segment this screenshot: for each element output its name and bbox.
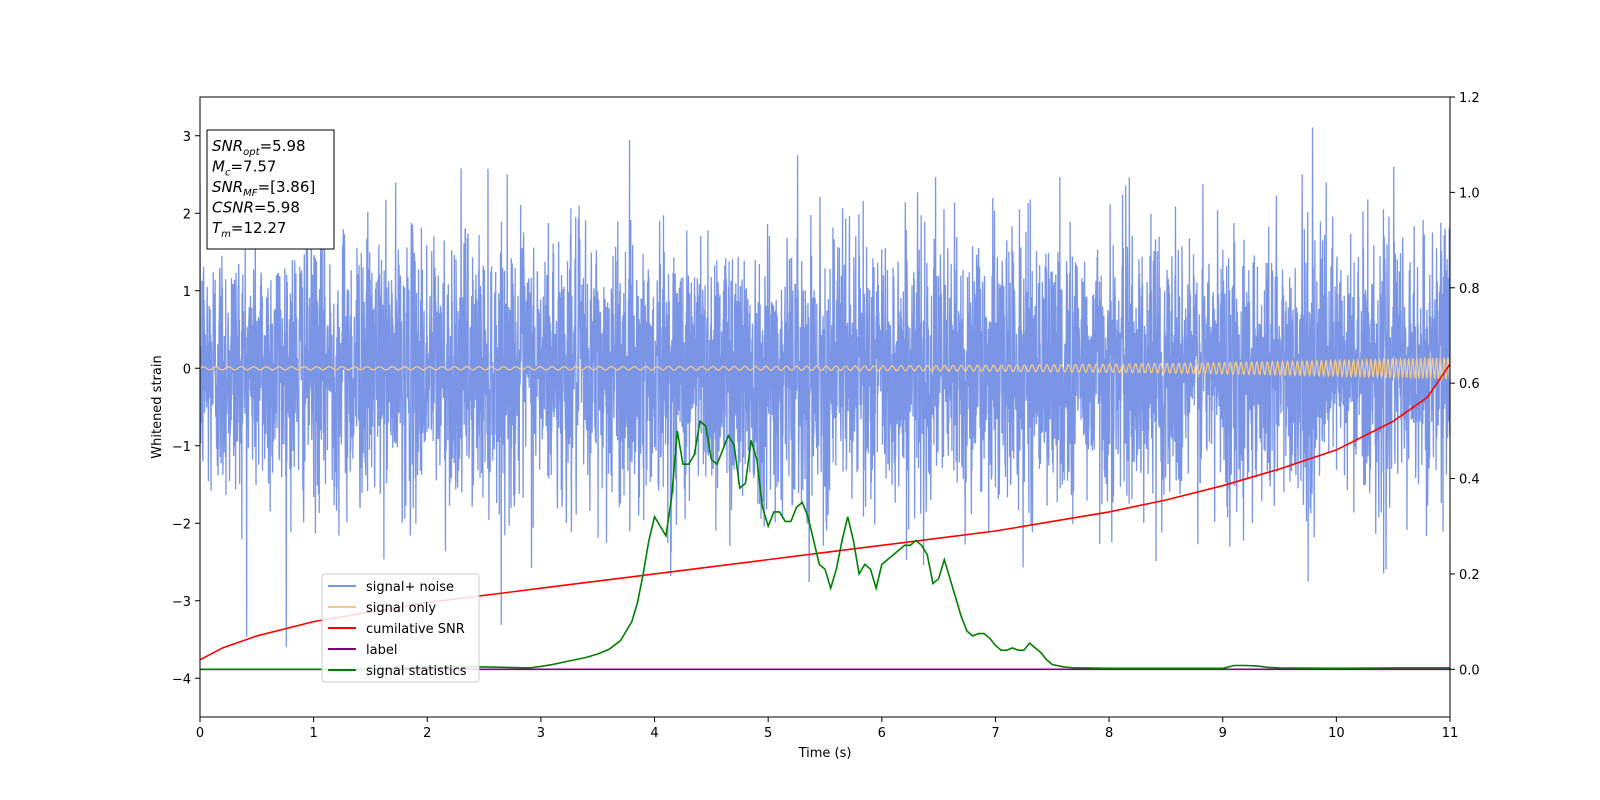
y2-tick-label: 0.2 xyxy=(1459,568,1480,583)
x-tick-label: 2 xyxy=(423,726,431,741)
series-line-signal-statistics xyxy=(200,419,1450,671)
y-axis-left: 3 2 1 0 −1 −2 −3 −4 xyxy=(172,130,200,687)
legend-frame xyxy=(321,573,480,683)
y2-tick-label: 0.4 xyxy=(1459,473,1480,488)
x-tick-label: 11 xyxy=(1442,726,1459,741)
info-line: CSNR=5.98 xyxy=(212,199,300,217)
x-tick-label: 9 xyxy=(1219,726,1227,741)
x-tick-label: 1 xyxy=(309,726,317,741)
y-axis-right: 1.2 1.0 0.8 0.6 0.4 0.2 0.0 xyxy=(1450,91,1480,678)
info-line: Tm=12.27 xyxy=(212,219,286,240)
x-tick-label: 0 xyxy=(196,726,204,741)
axes-frame xyxy=(199,96,1451,718)
y-axis-label: Whitened strain xyxy=(150,355,165,458)
y-tick-label: 2 xyxy=(183,207,191,222)
y2-tick-label: 0.0 xyxy=(1459,663,1480,678)
info-box-frame xyxy=(206,129,335,250)
legend-label: signal statistics xyxy=(366,664,467,679)
y-tick-label: −2 xyxy=(172,517,191,532)
info-line: SNRopt=5.98 xyxy=(212,137,306,158)
y-tick-label: −1 xyxy=(172,440,191,455)
y2-tick-label: 1.0 xyxy=(1459,186,1480,201)
series-line-signal-only xyxy=(200,356,1450,381)
y-tick-label: −3 xyxy=(172,595,191,610)
legend-label: signal only xyxy=(366,601,436,616)
x-tick-label: 6 xyxy=(878,726,886,741)
y-tick-label: 3 xyxy=(183,130,191,145)
x-tick-label: 5 xyxy=(764,726,772,741)
info-line: Mc=7.57 xyxy=(212,158,276,179)
x-axis: 0 1 2 3 4 5 6 7 8 9 10 11 xyxy=(196,717,1458,741)
legend-label: cumilative SNR xyxy=(366,622,465,637)
legend-label: label xyxy=(366,643,397,658)
info-line: SNRMF=[3.86] xyxy=(212,178,315,199)
legend: signal+ noise signal only cumilative SNR la… xyxy=(321,573,480,683)
y-tick-label: 1 xyxy=(183,285,191,300)
legend-label: signal+ noise xyxy=(366,580,454,595)
y-tick-label: 0 xyxy=(183,362,191,377)
x-tick-label: 8 xyxy=(1105,726,1113,741)
x-tick-label: 7 xyxy=(991,726,999,741)
x-axis-label: Time (s) xyxy=(798,746,852,761)
y2-tick-label: 1.2 xyxy=(1459,91,1480,106)
x-tick-label: 10 xyxy=(1328,726,1345,741)
x-tick-label: 3 xyxy=(537,726,545,741)
y2-tick-label: 0.6 xyxy=(1459,377,1480,392)
y2-tick-label: 0.8 xyxy=(1459,282,1480,297)
y-tick-label: −4 xyxy=(172,672,191,687)
series-line-signal-noise xyxy=(200,127,1450,648)
x-tick-label: 4 xyxy=(650,726,658,741)
